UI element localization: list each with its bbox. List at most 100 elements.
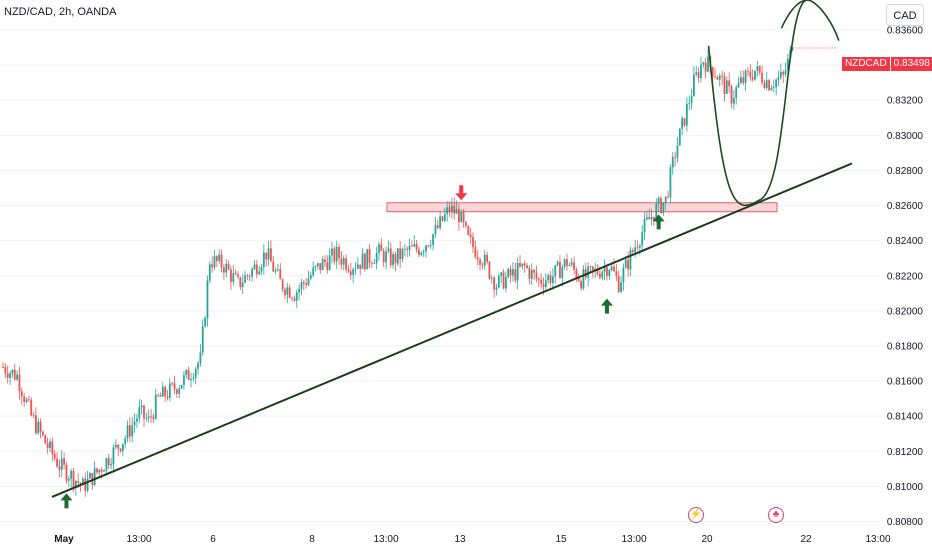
projection-curve[interactable] <box>707 0 840 207</box>
arrow-up-icon[interactable] <box>652 214 665 230</box>
candle-body <box>509 269 512 276</box>
x-tick-label: 6 <box>210 534 216 545</box>
candle-body <box>664 196 667 203</box>
candle-body <box>173 383 176 390</box>
candle-body <box>624 259 627 268</box>
candle-body <box>124 438 127 444</box>
candle-body <box>347 269 350 272</box>
trendline[interactable] <box>51 162 853 498</box>
x-tick-label: 13:00 <box>865 534 890 545</box>
candle-body <box>56 458 58 467</box>
candle-body <box>42 431 44 436</box>
price-axis[interactable]: 0.836000.834000.832000.830000.828000.826… <box>887 26 924 528</box>
support-resistance-zone[interactable] <box>386 202 778 213</box>
candle-body <box>465 221 467 226</box>
candle-body <box>105 458 108 471</box>
candle-body <box>448 207 451 212</box>
price-tag-symbol: NZDCAD <box>842 57 891 71</box>
candle-body <box>13 369 16 380</box>
arrow-up-icon[interactable] <box>600 298 613 314</box>
candle-body <box>519 263 521 267</box>
candle-body <box>51 441 54 454</box>
candle-body <box>472 236 474 248</box>
candle-body <box>631 250 634 252</box>
candle-body <box>723 76 726 94</box>
candle-body <box>164 386 167 397</box>
candle-body <box>58 466 61 470</box>
time-axis[interactable]: May 13:00 6 8 13:00 13 15 13:00 20 22 13:00 <box>54 534 891 545</box>
candle-body <box>596 268 599 274</box>
candle-body <box>690 96 693 104</box>
projection-path[interactable] <box>780 0 810 29</box>
y-tick-label: 0.81400 <box>887 412 924 423</box>
candle-body <box>314 266 317 268</box>
candle-body <box>295 292 298 301</box>
x-tick-label: 8 <box>309 534 315 545</box>
candle-body <box>140 405 143 408</box>
candle-body <box>777 77 780 80</box>
candle-body <box>758 66 761 73</box>
candle-body <box>580 281 582 289</box>
currency-button[interactable]: CAD <box>886 4 924 26</box>
annotation-arrows[interactable] <box>60 185 665 509</box>
candle-body <box>157 394 159 396</box>
candle-body <box>298 288 300 293</box>
arrow-up-icon[interactable] <box>60 493 73 509</box>
x-tick-label: 22 <box>800 534 812 545</box>
candle-body <box>643 219 646 233</box>
candle-body <box>399 248 402 260</box>
candle-body <box>554 265 557 277</box>
candle-body <box>255 264 258 275</box>
candle-body <box>688 103 691 104</box>
candle-body <box>333 248 336 262</box>
arrow-down-icon[interactable] <box>455 185 468 201</box>
candle-body <box>646 217 648 220</box>
zone-rect[interactable] <box>386 202 778 213</box>
projection-path[interactable] <box>707 0 840 207</box>
candle-body <box>566 259 568 266</box>
candle-body <box>9 373 11 379</box>
candle-body <box>787 58 789 71</box>
candle-body <box>514 269 517 281</box>
canada-flag-icon[interactable]: ♣ <box>768 507 784 523</box>
last-price-tag: NZDCAD 0.83498 <box>842 57 932 71</box>
candle-body <box>601 271 604 278</box>
lightning-icon[interactable]: ⚡ <box>688 507 704 523</box>
candle-body <box>441 216 444 221</box>
candle-body <box>570 262 573 265</box>
candle-body <box>342 258 345 265</box>
candle-body <box>425 245 427 252</box>
candle-body <box>77 480 80 483</box>
candle-body <box>716 77 719 80</box>
y-tick-label: 0.81200 <box>887 447 924 458</box>
candle-body <box>220 254 223 268</box>
candle-body <box>366 249 369 270</box>
candle-body <box>138 407 141 419</box>
candle-body <box>192 377 195 379</box>
candle-body <box>505 277 507 289</box>
candle-body <box>349 271 352 275</box>
candle-body <box>655 203 658 221</box>
candle-body <box>305 283 308 285</box>
candle-body <box>84 478 87 491</box>
candle-body <box>779 71 782 78</box>
candle-body <box>556 261 559 266</box>
candle-body <box>187 369 190 380</box>
candle-body <box>375 252 378 264</box>
candle-body <box>251 269 253 277</box>
y-tick-label: 0.82400 <box>887 236 924 247</box>
candle-body <box>215 256 218 261</box>
candle-body <box>791 47 794 50</box>
candle-body <box>340 258 343 265</box>
y-tick-label: 0.82000 <box>887 306 924 317</box>
y-tick-label: 0.83200 <box>887 96 924 107</box>
trendline-segment[interactable] <box>51 162 853 498</box>
candle-body <box>474 247 477 258</box>
candle-body <box>258 271 261 275</box>
candle-body <box>237 274 239 278</box>
candle-body <box>530 269 533 279</box>
candle-body <box>30 400 33 416</box>
candle-body <box>573 262 575 270</box>
grid <box>0 29 880 522</box>
